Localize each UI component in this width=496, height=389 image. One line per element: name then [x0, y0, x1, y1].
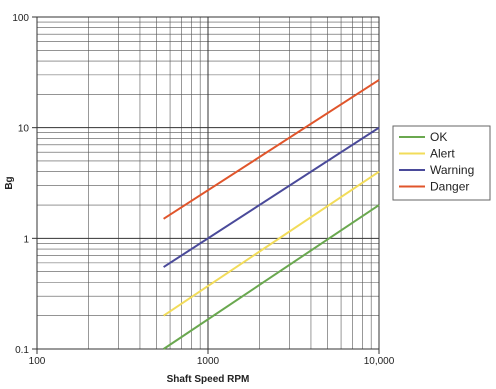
legend-box [392, 125, 491, 201]
y-tick-label: 0.1 [15, 345, 29, 356]
x-tick-label: 1000 [197, 356, 220, 367]
y-tick-label: 10 [18, 124, 30, 135]
y-tick-label: 1 [23, 234, 29, 245]
legend: OK Alert Warning Danger [392, 125, 491, 201]
series-line-warning [163, 126, 380, 268]
legend-label-danger: Danger [430, 180, 469, 194]
y-tick-label: 100 [12, 13, 29, 24]
legend-label-alert: Alert [430, 147, 455, 161]
x-tick-label: 10,000 [364, 356, 395, 367]
y-axis-label: Bg [4, 176, 15, 189]
series-lines [163, 79, 380, 350]
series-line-ok [163, 204, 380, 350]
series-line-alert [163, 170, 380, 317]
series-line-danger [163, 79, 380, 220]
x-tick-label: 100 [29, 356, 46, 367]
legend-label-warning: Warning [430, 163, 474, 177]
grid-lines [36, 16, 380, 350]
legend-label-ok: OK [430, 130, 447, 144]
x-axis-label: Shaft Speed RPM [167, 374, 250, 385]
axis-ticks: 100 1000 10,000 0.1 1 10 100 [12, 13, 394, 367]
